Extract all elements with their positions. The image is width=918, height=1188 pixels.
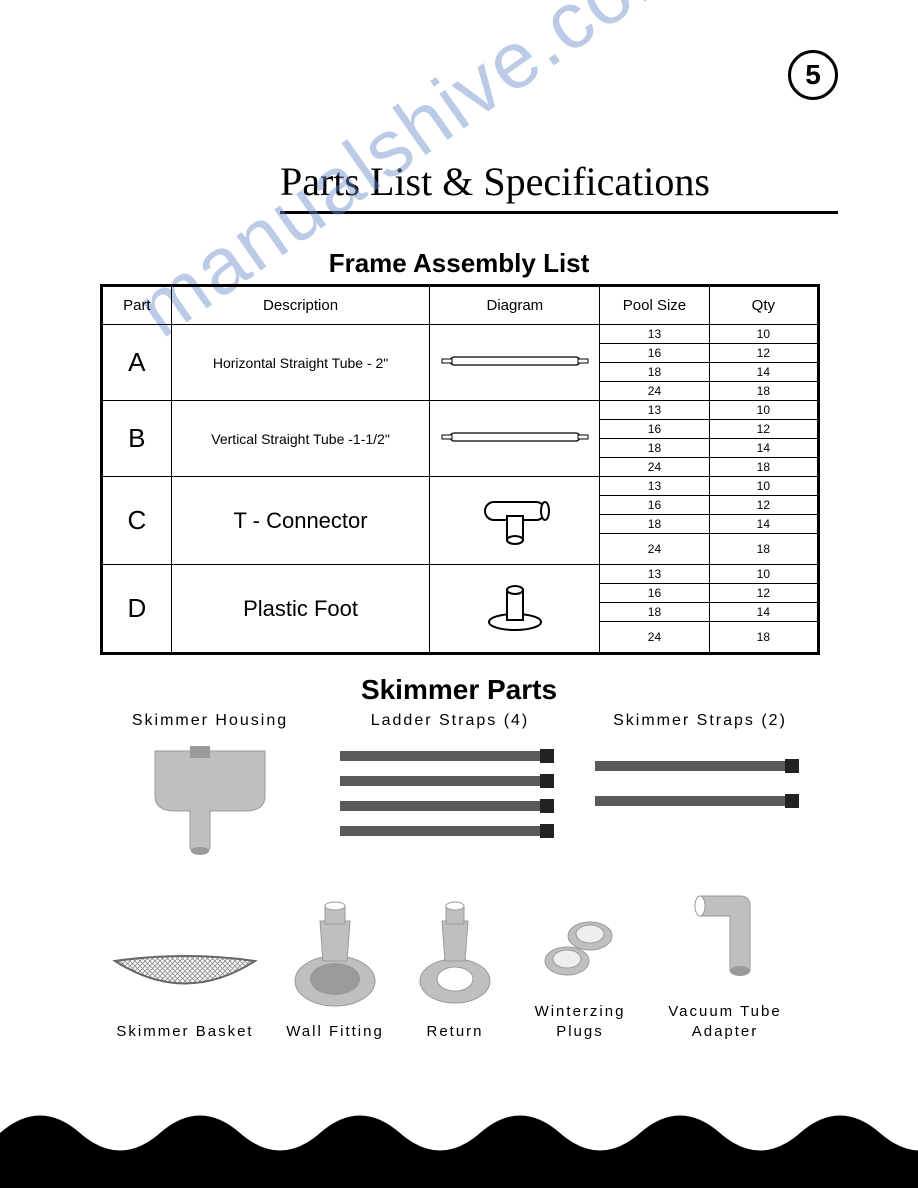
wallfitting-icon — [285, 901, 385, 1016]
skimmer-row-2: Skimmer Basket Wall Fitting Return Winte… — [100, 881, 820, 1041]
part-diagram — [430, 477, 600, 565]
pool-size-cell: 13161824 — [600, 325, 709, 401]
pool-size-cell: 13161824 — [600, 401, 709, 477]
skimmer-label: WinterzingPlugs — [535, 1002, 626, 1041]
skimmer-label: Return — [426, 1022, 483, 1042]
skimmer-label: Wall Fitting — [286, 1022, 384, 1042]
col-desc: Description — [171, 286, 430, 325]
return-icon — [410, 901, 500, 1016]
table-row: DPlastic Foot 1316182410121418 — [102, 565, 819, 654]
part-letter: D — [102, 565, 172, 654]
qty-cell: 10121418 — [709, 325, 818, 401]
skimmer-grid: Skimmer Housing Ladder Straps (4) Skimme… — [100, 712, 820, 1041]
part-letter: C — [102, 477, 172, 565]
skimmer-row-1: Skimmer Housing Ladder Straps (4) Skimme… — [100, 712, 820, 861]
part-letter: B — [102, 401, 172, 477]
qty-cell: 10121418 — [709, 401, 818, 477]
skimmer-label: Skimmer Basket — [116, 1022, 253, 1042]
qty-cell: 10121418 — [709, 477, 818, 565]
table-row: AHorizontal Straight Tube - 2" 131618241… — [102, 325, 819, 401]
skimmer-item: Wall Fitting — [270, 901, 400, 1042]
skimmer-label: Skimmer Housing — [132, 712, 288, 730]
plugs-icon — [535, 911, 625, 996]
table-header-row: Part Description Diagram Pool Size Qty — [102, 286, 819, 325]
col-qty: Qty — [709, 286, 818, 325]
wave-footer — [0, 1088, 918, 1188]
part-diagram — [430, 325, 600, 401]
skimmer-label: Ladder Straps (4) — [371, 712, 530, 730]
skimmer-item: Ladder Straps (4) — [320, 712, 580, 861]
part-diagram — [430, 565, 600, 654]
adapter-icon — [680, 881, 770, 996]
pool-size-cell: 13161824 — [600, 565, 709, 654]
part-description: Plastic Foot — [171, 565, 430, 654]
skimmer-item: Return — [400, 901, 510, 1042]
pool-size-cell: 13161824 — [600, 477, 709, 565]
skimmer-item: Vacuum TubeAdapter — [650, 881, 800, 1041]
page-number: 5 — [805, 59, 821, 91]
part-diagram — [430, 401, 600, 477]
col-part: Part — [102, 286, 172, 325]
housing-icon — [135, 736, 285, 861]
table-row: CT - Connector 1316182410121418 — [102, 477, 819, 565]
skimmer-item: Skimmer Housing — [100, 712, 320, 861]
page-title: Parts List & Specifications — [280, 158, 838, 214]
basket-icon — [105, 951, 265, 1016]
skimmer-label: Skimmer Straps (2) — [613, 712, 787, 730]
skimmer-section-heading: Skimmer Parts — [0, 674, 918, 706]
skimmer-label: Vacuum TubeAdapter — [668, 1002, 781, 1041]
part-description: Horizontal Straight Tube - 2" — [171, 325, 430, 401]
frame-assembly-table: Part Description Diagram Pool Size Qty A… — [100, 284, 820, 655]
straps4-icon — [335, 736, 565, 851]
straps2-icon — [590, 736, 810, 851]
part-description: Vertical Straight Tube -1-1/2" — [171, 401, 430, 477]
skimmer-item: Skimmer Straps (2) — [580, 712, 820, 861]
col-size: Pool Size — [600, 286, 709, 325]
part-description: T - Connector — [171, 477, 430, 565]
frame-section-heading: Frame Assembly List — [0, 248, 918, 279]
qty-cell: 10121418 — [709, 565, 818, 654]
table-row: BVertical Straight Tube -1-1/2" 13161824… — [102, 401, 819, 477]
skimmer-item: WinterzingPlugs — [510, 911, 650, 1041]
page-number-badge: 5 — [788, 50, 838, 100]
part-letter: A — [102, 325, 172, 401]
col-diag: Diagram — [430, 286, 600, 325]
skimmer-item: Skimmer Basket — [100, 951, 270, 1042]
